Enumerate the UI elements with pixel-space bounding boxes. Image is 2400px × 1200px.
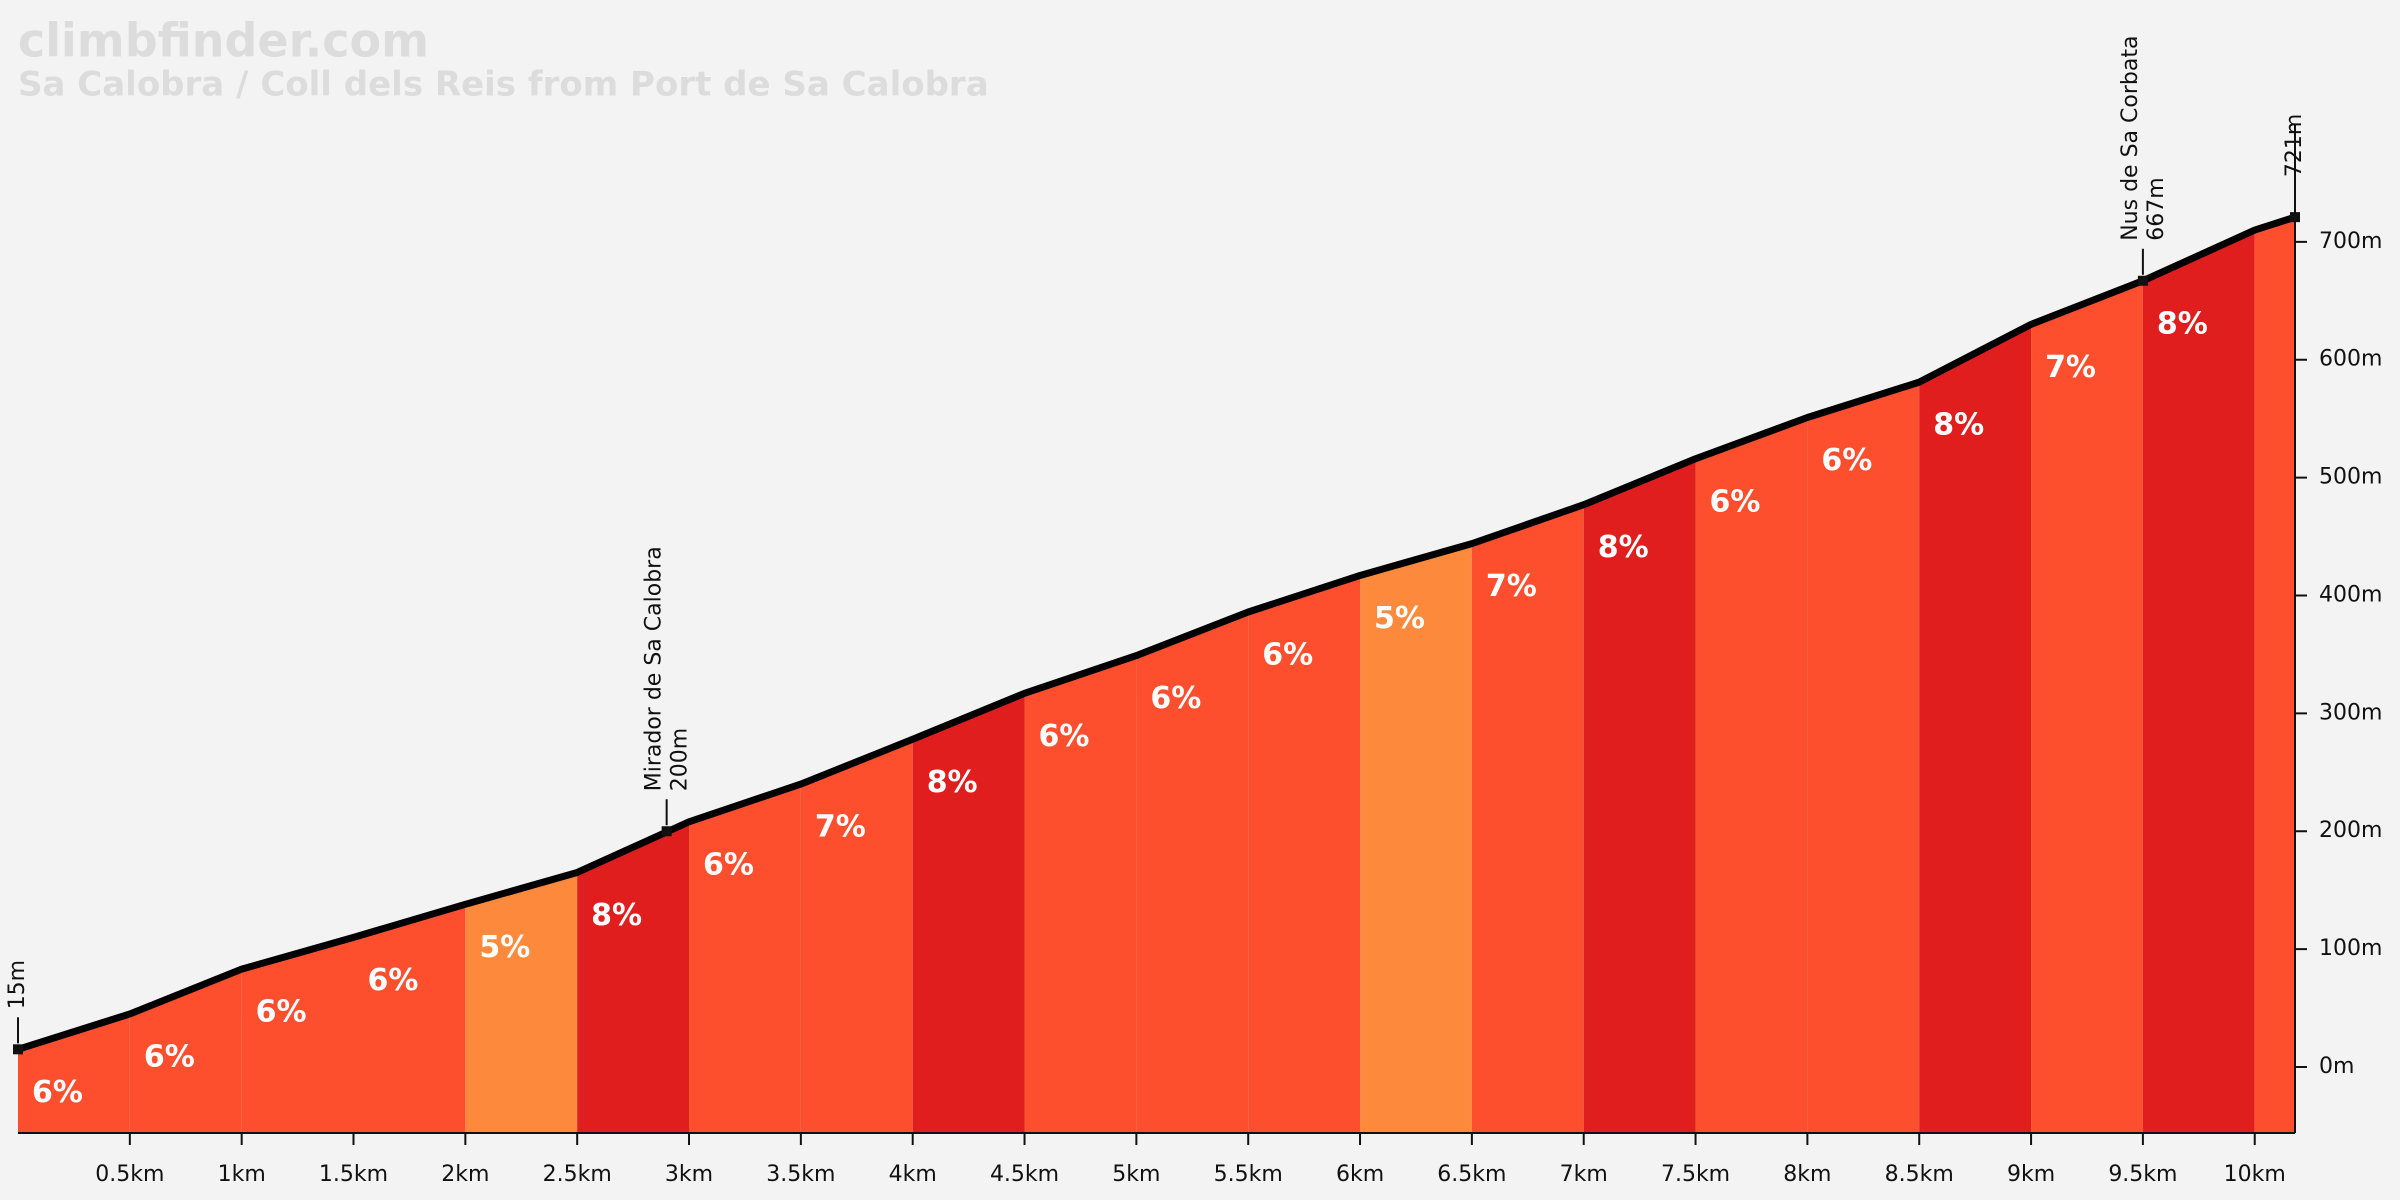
x-tick-label: 6.5km — [1437, 1162, 1506, 1187]
gradient-segment — [129, 969, 242, 1133]
gradient-segment — [2031, 280, 2143, 1133]
annotation-point — [13, 1044, 23, 1055]
x-tick-label: 4km — [889, 1162, 937, 1187]
gradient-label: 5% — [1374, 601, 1425, 636]
gradient-label: 6% — [1710, 484, 1761, 519]
chart-subtitle: Sa Calobra / Coll dels Reis from Port de… — [18, 65, 989, 105]
gradient-segment — [1919, 324, 2032, 1134]
y-tick-label: 700m — [2319, 229, 2382, 254]
gradient-segment — [2254, 217, 2295, 1133]
x-tick-label: 1.5km — [319, 1162, 388, 1187]
x-tick-label: 2km — [441, 1162, 489, 1187]
x-tick-label: 5km — [1112, 1162, 1160, 1187]
x-tick-label: 9.5km — [2108, 1162, 2177, 1187]
x-tick-label: 6km — [1336, 1162, 1384, 1187]
y-tick-label: 0m — [2319, 1054, 2354, 1079]
gradient-segment — [1360, 543, 1472, 1133]
gradient-segment — [1807, 382, 1920, 1133]
annotation-value: 667m — [2144, 177, 2169, 240]
annotation-text: Mirador de Sa Calobra — [642, 546, 667, 791]
gradient-label: 6% — [256, 995, 307, 1030]
x-tick-label: 9km — [2007, 1162, 2055, 1187]
x-tick-label: 8km — [1783, 1162, 1831, 1187]
gradient-segment — [1471, 504, 1584, 1133]
gradient-label: 7% — [1486, 569, 1537, 604]
x-tick-label: 8.5km — [1885, 1162, 1954, 1187]
y-tick-label: 500m — [2319, 465, 2382, 490]
y-tick-label: 200m — [2319, 818, 2382, 843]
x-tick-label: 5.5km — [1214, 1162, 1283, 1187]
gradient-segment — [1024, 655, 1137, 1133]
annotation-value: 200m — [668, 728, 693, 791]
gradient-label: 6% — [1150, 681, 1201, 716]
gradient-label: 8% — [1598, 530, 1649, 565]
gradient-label: 8% — [2157, 306, 2208, 341]
gradient-label: 7% — [2045, 350, 2096, 385]
gradient-label: 6% — [703, 847, 754, 882]
x-tick-label: 7km — [1560, 1162, 1608, 1187]
y-tick-label: 100m — [2319, 936, 2382, 961]
gradient-segment — [577, 821, 690, 1133]
elevation-line — [14, 213, 2299, 1053]
gradient-segment — [1248, 575, 1361, 1133]
x-tick-label: 3.5km — [766, 1162, 835, 1187]
gradient-segment — [912, 693, 1025, 1133]
y-tick-label: 400m — [2319, 582, 2382, 607]
gradient-segment — [1583, 458, 1696, 1133]
gradient-segment — [1136, 611, 1249, 1133]
x-tick-label: 4.5km — [990, 1162, 1059, 1187]
y-tick-label: 300m — [2319, 700, 2382, 725]
gradient-segment — [465, 872, 578, 1133]
gradient-label: 6% — [1262, 637, 1313, 672]
annotation-value: 721m — [2282, 114, 2307, 177]
gradient-segment — [2142, 230, 2255, 1134]
y-tick-label: 600m — [2319, 347, 2382, 372]
gradient-label: 8% — [591, 898, 642, 933]
gradient-label: 8% — [927, 765, 978, 800]
x-tick-label: 3km — [665, 1162, 713, 1187]
annotation-point — [661, 826, 672, 837]
gradient-label: 8% — [1933, 408, 1984, 443]
gradient-segment — [241, 937, 354, 1133]
gradient-label: 5% — [479, 930, 530, 965]
gradient-segment — [1695, 417, 1808, 1133]
gradient-label: 6% — [144, 1039, 195, 1074]
annotation-value: 15m — [5, 960, 30, 1009]
gradient-label: 6% — [1821, 443, 1872, 478]
gradient-label: 6% — [368, 963, 419, 998]
gradient-segment — [689, 784, 801, 1133]
x-tick-label: 0.5km — [95, 1162, 164, 1187]
chart-title: climbfinder.com — [18, 14, 429, 68]
annotation-point — [2290, 212, 2300, 223]
x-tick-label: 7.5km — [1661, 1162, 1730, 1187]
gradient-label: 7% — [815, 810, 866, 845]
annotation-point — [2137, 275, 2148, 286]
gradient-label: 6% — [32, 1075, 83, 1110]
gradient-segment — [353, 904, 466, 1133]
gradient-segment — [800, 739, 913, 1133]
x-tick-label: 1km — [218, 1162, 266, 1187]
annotation-text: Nus de Sa Corbata — [2118, 36, 2143, 241]
gradient-label: 6% — [1039, 719, 1090, 754]
x-tick-label: 2.5km — [543, 1162, 612, 1187]
x-tick-label: 10km — [2224, 1162, 2286, 1187]
